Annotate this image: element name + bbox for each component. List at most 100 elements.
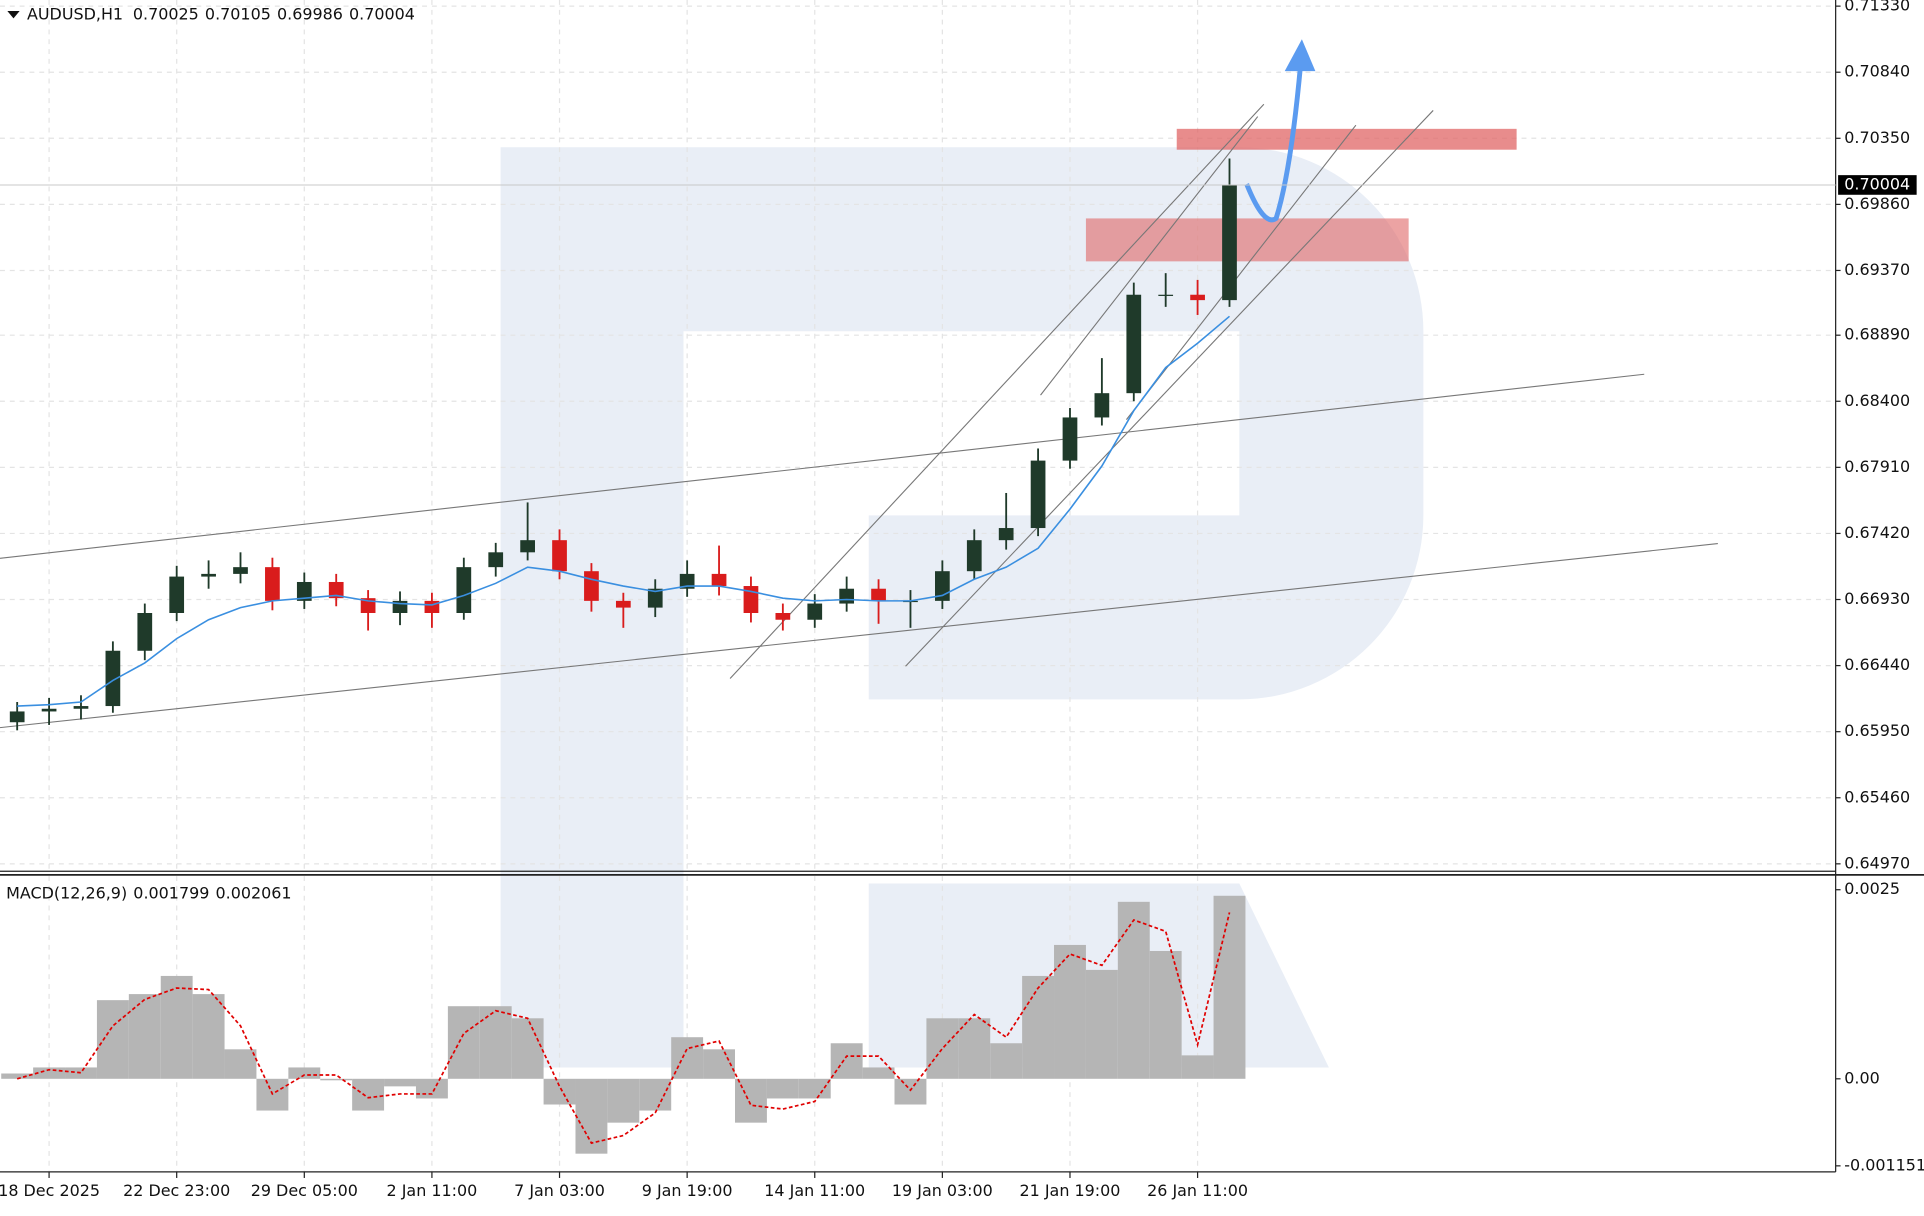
candle-body <box>807 603 823 620</box>
close: 0.70004 <box>349 4 415 23</box>
candle-body <box>1222 184 1237 301</box>
x-tick-label: 21 Jan 19:00 <box>1020 1181 1121 1200</box>
forecast-arrowhead <box>1284 39 1316 72</box>
candle-body <box>105 650 121 707</box>
symbol-menu-icon <box>7 11 20 19</box>
macd-bar <box>830 1043 863 1079</box>
x-tick-label: 7 Jan 03:00 <box>514 1181 605 1200</box>
candle-body <box>839 588 855 604</box>
support-zone <box>1085 218 1409 262</box>
trend-line <box>0 373 1645 559</box>
macd-bar <box>1085 969 1118 1079</box>
chart-header: AUDUSD,H1 0.70025 0.70105 0.69986 0.70004 <box>27 4 415 23</box>
macd-bar <box>607 1078 640 1123</box>
candle-body <box>647 588 663 608</box>
macd-bar <box>479 1006 512 1079</box>
trend-line <box>905 110 1434 667</box>
macd-bar <box>894 1078 927 1105</box>
candle-body <box>552 540 567 572</box>
macd-bar <box>320 1078 353 1081</box>
macd-bar <box>1149 950 1182 1079</box>
macd-bar <box>96 1000 129 1079</box>
y-tick-label: 0.71330 <box>1844 0 1910 15</box>
macd-signal-line <box>16 912 1231 1145</box>
annotations <box>0 103 1718 729</box>
x-tick-label: 29 Dec 05:00 <box>251 1181 358 1200</box>
macd-bar <box>926 1018 959 1079</box>
candle-body <box>584 571 599 601</box>
open: 0.70025 <box>133 4 199 23</box>
candle-body <box>998 528 1014 541</box>
x-tick-label: 9 Jan 19:00 <box>642 1181 733 1200</box>
macd-bar <box>1 1073 34 1079</box>
candle-body <box>1126 294 1142 394</box>
x-tick-label: 19 Jan 03:00 <box>892 1181 993 1200</box>
candle-body <box>265 567 280 601</box>
trend-line <box>729 103 1265 679</box>
current-price-tag <box>1838 175 1917 195</box>
macd-bar <box>766 1078 799 1099</box>
candle-body <box>137 613 153 651</box>
macd-y-tick-label: 0.00 <box>1844 1068 1880 1087</box>
candle-body <box>520 540 535 553</box>
y-tick-label: 0.64970 <box>1844 853 1910 872</box>
candle-body <box>41 708 57 712</box>
x-tick-label: 26 Jan 11:00 <box>1147 1181 1248 1200</box>
macd-label: MACD(12,26,9) <box>6 883 127 902</box>
candle-body <box>871 588 886 601</box>
current-price-label: 0.70004 <box>1844 174 1910 193</box>
macd-bar <box>128 994 161 1079</box>
macd-bar <box>639 1078 672 1111</box>
macd-bar <box>734 1078 767 1123</box>
macd-bar <box>1181 1055 1214 1079</box>
macd-bar <box>352 1078 385 1111</box>
candle-body <box>615 600 631 608</box>
plot <box>9 158 1237 731</box>
macd-bar <box>415 1078 448 1099</box>
frame <box>0 0 1924 1173</box>
candle-body <box>1030 460 1046 529</box>
trend-line <box>0 543 1718 729</box>
y-tick-label: 0.70840 <box>1844 62 1910 81</box>
x-tick-label: 18 Dec 2025 <box>0 1181 100 1200</box>
y-tick-label: 0.66930 <box>1844 589 1910 608</box>
candle-body <box>1158 294 1174 296</box>
macd-bar <box>288 1067 321 1079</box>
macd-bar <box>1213 895 1246 1079</box>
candle-body <box>1062 417 1078 461</box>
y-tick-label: 0.67910 <box>1844 457 1910 476</box>
candle-body <box>9 711 25 723</box>
candle-body <box>201 573 216 577</box>
macd-bar <box>384 1078 416 1087</box>
macd-bar <box>224 1049 257 1079</box>
y-tick-label: 0.68400 <box>1844 391 1910 410</box>
resistance-zone <box>1176 128 1517 150</box>
candle-body <box>488 552 504 568</box>
y-tick-label: 0.68890 <box>1844 325 1910 344</box>
candle-body <box>711 573 727 587</box>
high: 0.70105 <box>205 4 271 23</box>
symbol: AUDUSD,H1 <box>27 4 123 23</box>
candle-body <box>296 581 312 601</box>
low: 0.69986 <box>277 4 343 23</box>
macd-bar <box>862 1067 895 1079</box>
y-tick-label: 0.70350 <box>1844 128 1910 147</box>
macd-bar <box>958 1018 991 1079</box>
y-tick-label: 0.66440 <box>1844 655 1910 674</box>
x-tick-label: 22 Dec 23:00 <box>123 1181 230 1200</box>
candle-body <box>966 540 982 572</box>
macd-bar <box>160 975 193 1079</box>
macd-bar <box>511 1018 544 1079</box>
y-tick-label: 0.65460 <box>1844 787 1910 806</box>
macd-bar <box>192 994 225 1079</box>
candle-body <box>233 567 248 574</box>
macd-bar <box>1054 944 1086 1079</box>
macd-bar <box>1117 901 1150 1079</box>
y-tick-label: 0.65950 <box>1844 721 1910 740</box>
candle-body <box>328 581 344 599</box>
moving-average <box>17 315 1231 707</box>
macd-signal-value: 0.002061 <box>215 883 291 902</box>
x-tick-label: 2 Jan 11:00 <box>387 1181 478 1200</box>
macd-bar <box>1022 975 1055 1079</box>
